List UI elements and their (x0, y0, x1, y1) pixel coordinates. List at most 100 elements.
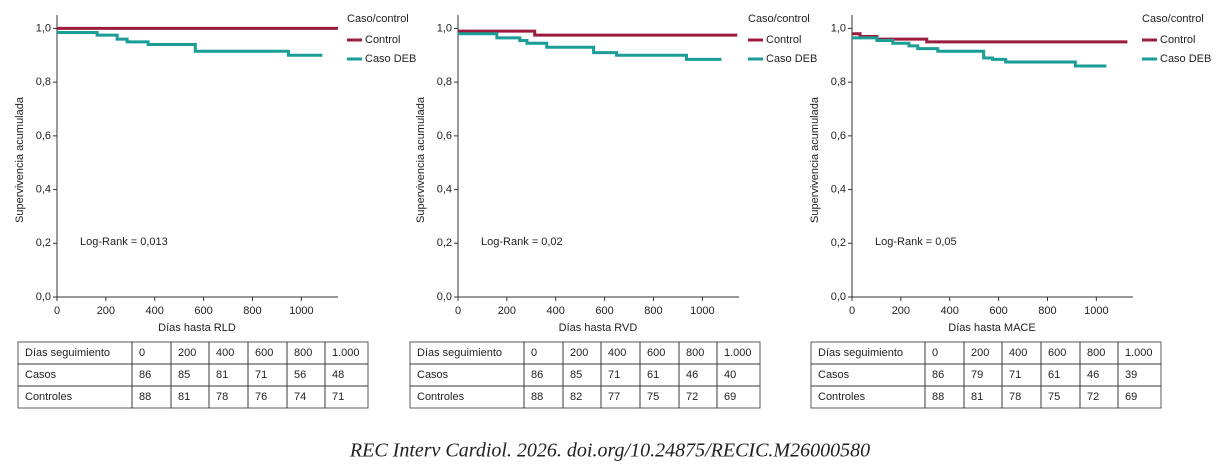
table-text: 200 (971, 347, 989, 359)
table-text: 85 (178, 369, 190, 381)
table-text: 79 (971, 369, 983, 381)
table-cell (1040, 385, 1081, 409)
table-text: 86 (932, 369, 944, 381)
table-cell (924, 363, 965, 387)
table-cell (247, 385, 288, 409)
table-cell (131, 341, 172, 365)
y-tick-label: 0,6 (831, 130, 846, 142)
y-tick-label: 0,6 (437, 130, 452, 142)
x-tick-label: 600 (194, 305, 212, 317)
table-text: 600 (1048, 347, 1066, 359)
table-text: 76 (255, 391, 267, 403)
x-tick-label: 400 (941, 305, 959, 317)
x-axis-label: Días hasta RVD (559, 322, 638, 334)
table-text: 81 (216, 369, 228, 381)
table-text: 200 (178, 347, 196, 359)
y-tick-label: 0,8 (36, 76, 51, 88)
legend-label: Caso DEB (1160, 53, 1211, 65)
table-text: 72 (686, 391, 698, 403)
x-tick-label: 0 (455, 305, 461, 317)
y-tick-label: 0,0 (437, 291, 452, 303)
legend-title: Caso/control (1142, 13, 1204, 25)
table-cell (716, 385, 761, 409)
table-text: Días seguimiento (25, 347, 110, 359)
table-text: 71 (255, 369, 267, 381)
y-axis-label: Supervivencia acumulada (415, 96, 427, 223)
table-cell (1001, 385, 1042, 409)
legend-title: Caso/control (347, 13, 409, 25)
table-text: 88 (932, 391, 944, 403)
table-text: 78 (216, 391, 228, 403)
table-text: 71 (1009, 369, 1021, 381)
annotation: Log-Rank = 0,02 (481, 236, 563, 248)
table-text: Controles (417, 391, 465, 403)
table-cell (924, 341, 965, 365)
y-tick-label: 1,0 (36, 22, 51, 34)
x-tick-label: 0 (54, 305, 60, 317)
x-axis-label: Días hasta RLD (158, 322, 236, 334)
table-text: 75 (1048, 391, 1060, 403)
table-text: Días seguimiento (417, 347, 502, 359)
table-text: Casos (417, 369, 449, 381)
x-tick-label: 600 (595, 305, 613, 317)
table-cell (208, 363, 249, 387)
y-tick-label: 0,4 (437, 183, 452, 195)
table-cell (639, 363, 680, 387)
survival-curve (458, 29, 738, 37)
legend-label: Control (766, 34, 801, 46)
table-text: Días seguimiento (818, 347, 903, 359)
table-cell (247, 363, 288, 387)
table-text: 74 (294, 391, 306, 403)
x-tick-label: 600 (989, 305, 1007, 317)
table-text: 69 (1125, 391, 1137, 403)
table-text: 88 (531, 391, 543, 403)
table-text: 400 (1009, 347, 1027, 359)
annotation: Log-Rank = 0,05 (875, 236, 957, 248)
legend-label: Caso DEB (365, 53, 416, 65)
y-tick-label: 0,0 (831, 291, 846, 303)
table-text: 71 (332, 391, 344, 403)
citation: REC Interv Cardiol. 2026. doi.org/10.248… (349, 440, 870, 462)
y-tick-label: 0,8 (831, 76, 846, 88)
y-tick-label: 0,8 (437, 76, 452, 88)
table-text: 0 (139, 347, 145, 359)
table-text: 0 (932, 347, 938, 359)
table-text: 86 (531, 369, 543, 381)
table-text: 600 (255, 347, 273, 359)
table-text: 0 (531, 347, 537, 359)
table-text: 1.000 (724, 347, 752, 359)
table-text: 200 (570, 347, 588, 359)
legend-title: Caso/control (748, 13, 810, 25)
survival-curve (852, 36, 1107, 68)
table-cell (924, 385, 965, 409)
table-text: Controles (818, 391, 866, 403)
table-text: 46 (686, 369, 698, 381)
x-tick-label: 1000 (690, 305, 714, 317)
table-cell (324, 385, 369, 409)
y-axis-label: Supervivencia acumulada (809, 96, 821, 223)
table-text: 86 (139, 369, 151, 381)
table-text: 56 (294, 369, 306, 381)
table-cell (600, 385, 641, 409)
x-tick-label: 800 (644, 305, 662, 317)
table-text: 82 (570, 391, 582, 403)
table-cell (523, 341, 564, 365)
table-text: 46 (1087, 369, 1099, 381)
x-tick-label: 800 (1038, 305, 1056, 317)
x-tick-label: 400 (547, 305, 565, 317)
table-text: 40 (724, 369, 736, 381)
table-text: 78 (1009, 391, 1021, 403)
table-text: 75 (647, 391, 659, 403)
table-text: 72 (1087, 391, 1099, 403)
y-tick-label: 1,0 (831, 22, 846, 34)
table-cell (639, 385, 680, 409)
x-tick-label: 1000 (1084, 305, 1108, 317)
y-tick-label: 0,2 (437, 237, 452, 249)
table-cell (523, 385, 564, 409)
table-cell (208, 385, 249, 409)
table-text: Controles (25, 391, 73, 403)
y-tick-label: 0,0 (36, 291, 51, 303)
table-text: 400 (608, 347, 626, 359)
